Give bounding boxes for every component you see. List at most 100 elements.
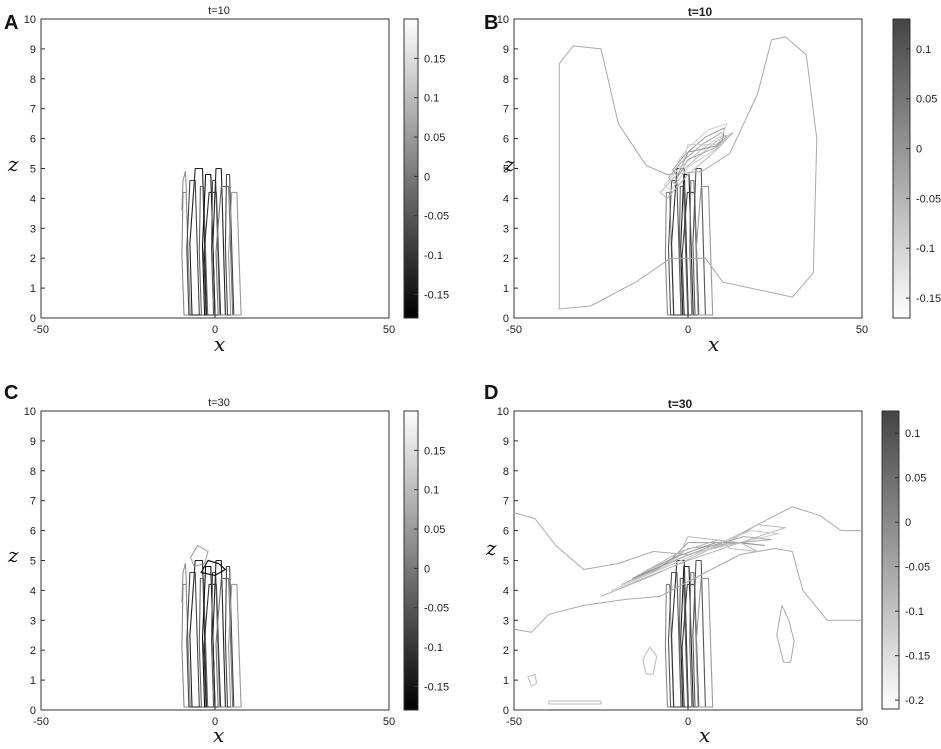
- panel-c-letter: C: [4, 382, 19, 404]
- panel-b-plot-frame: [513, 18, 863, 319]
- panel-b-contour-line-14: [676, 123, 728, 169]
- panel-b-contour-line-11: [663, 134, 731, 192]
- panel-a-cbar-tick-label-3: 0: [424, 171, 430, 183]
- panel-a-contour-line-11: [181, 171, 187, 211]
- panel-a-contour-line-10: [228, 191, 242, 316]
- panel-d-contour-line-12: [610, 530, 779, 591]
- panel-c-ytick-label-6: 6: [30, 526, 36, 538]
- panel-a-contours: [181, 167, 242, 316]
- panel-c-ytick-label-9: 9: [30, 436, 36, 448]
- panel-b-ytick-label-9: 9: [503, 44, 509, 56]
- panel-c-ytick-label-1: 1: [30, 675, 36, 687]
- panel-c-xtick-label-0: -50: [33, 716, 49, 728]
- panel-d-ytick-label-10: 10: [497, 406, 509, 418]
- panel-b-y-label: z: [504, 152, 515, 176]
- panel-b-ytick-label-10: 10: [497, 14, 509, 26]
- panel-d-colorbar: [881, 410, 900, 710]
- panel-a-ytick-label-1: 1: [30, 283, 36, 295]
- panel-a-y-label: z: [8, 152, 19, 176]
- panel-a-letter: A: [4, 12, 19, 34]
- panel-c-contour-line-12: [190, 545, 209, 567]
- panel-a-cbar-tick-label-0: 0.15: [424, 53, 445, 65]
- panel-a-ytick-label-0: 0: [30, 313, 36, 325]
- panel-d-contour-line-15: [642, 536, 759, 573]
- panel-a-cbar-tick-label-5: -0.1: [424, 250, 443, 262]
- panel-b-cbar-tick-label-4: -0.1: [916, 243, 935, 255]
- panel-c-cbar-tick-label-6: -0.15: [424, 681, 449, 693]
- panel-a-ytick-label-4: 4: [30, 193, 36, 205]
- panel-b-xtick-label-0: -50: [506, 324, 522, 336]
- panel-a-ytick-label-7: 7: [30, 104, 36, 116]
- panel-d-ytick-label-5: 5: [503, 556, 509, 568]
- panel-a-x-label: x: [214, 332, 226, 356]
- panel-d-title: t=30: [667, 397, 693, 411]
- panel-a-xtick-label-0: -50: [33, 324, 49, 336]
- panel-b-x-label: x: [708, 332, 720, 356]
- panel-b-ytick-label-5: 5: [503, 164, 509, 176]
- panel-c-contour-line-11: [181, 563, 187, 603]
- panel-c-cbar-tick-label-3: 0: [424, 563, 430, 575]
- panel-d-x-label: x: [699, 723, 711, 747]
- panel-d-y-label: z: [486, 536, 497, 560]
- panel-d-ytick-label-1: 1: [503, 675, 509, 687]
- panel-d-contour-line-19: [548, 700, 602, 705]
- panel-c-ytick-label-8: 8: [30, 466, 36, 478]
- panel-a-ytick-label-10: 10: [24, 14, 36, 26]
- panel-b-contour-line-9: [558, 36, 818, 310]
- panel-c-contours: [181, 545, 242, 708]
- panel-b-ytick-label-1: 1: [503, 283, 509, 295]
- panel-b-ytick-label-6: 6: [503, 134, 509, 146]
- panel-b-ytick-label-4: 4: [503, 193, 509, 205]
- panel-d-contour-line-18: [527, 673, 538, 687]
- panel-c-cbar-tick-label-2: 0.05: [424, 524, 445, 536]
- panel-b-cbar-tick-label-0: 0.1: [916, 44, 931, 56]
- panel-b-cbar-tick-label-3: -0.05: [916, 193, 941, 205]
- panel-c-cbar-tick-label-5: -0.1: [424, 642, 443, 654]
- panel-d-contour-line-17: [642, 646, 658, 675]
- panel-d-ytick-label-2: 2: [503, 645, 509, 657]
- panel-b-xtick-label-2: 50: [856, 324, 868, 336]
- panel-b-cbar-tick-label-5: -0.15: [916, 293, 941, 305]
- panel-b-xtick-label-1: 0: [685, 324, 691, 336]
- panel-c-xtick-label-1: 0: [212, 716, 218, 728]
- panel-d-ytick-label-4: 4: [503, 585, 509, 597]
- panel-a-title: t=10: [208, 5, 230, 17]
- panel-b-ytick-label-7: 7: [503, 104, 509, 116]
- panel-d-contour-line-10: [513, 548, 862, 633]
- panel-c-ytick-label-5: 5: [30, 556, 36, 568]
- panel-d-cbar-tick-label-6: -0.2: [905, 695, 924, 707]
- panel-d-ytick-label-3: 3: [503, 615, 509, 627]
- panel-c-ytick-label-2: 2: [30, 645, 36, 657]
- panel-b-title: t=10: [687, 5, 713, 19]
- panel-a-cbar-tick-label-1: 0.1: [424, 93, 439, 105]
- panel-c-plot-frame: [40, 410, 390, 711]
- panel-d-ytick-label-0: 0: [503, 705, 509, 717]
- panel-a-ytick-label-3: 3: [30, 223, 36, 235]
- panel-b-letter: B: [484, 12, 499, 34]
- panel-c-contour-line-10: [228, 583, 242, 708]
- panel-d-ytick-label-6: 6: [503, 526, 509, 538]
- panel-c-ytick-label-0: 0: [30, 705, 36, 717]
- panel-b-contour-line-8: [695, 185, 714, 316]
- panel-c-ytick-label-4: 4: [30, 585, 36, 597]
- panel-a-xtick-label-1: 0: [212, 324, 218, 336]
- panel-a-ytick-label-5: 5: [30, 164, 36, 176]
- panel-d-cbar-tick-label-4: -0.1: [905, 606, 924, 618]
- panel-d-contour-line-8: [695, 577, 714, 708]
- panel-c-contour-line-13: [200, 559, 226, 576]
- panel-a-ytick-label-9: 9: [30, 44, 36, 56]
- panel-d-contour-line-11: [600, 524, 786, 597]
- panel-a-colorbar: [403, 18, 419, 319]
- panel-d-cbar-tick-label-5: -0.15: [905, 651, 930, 663]
- panel-a-cbar-tick-label-6: -0.15: [424, 289, 449, 301]
- panel-c-x-label: x: [213, 723, 225, 747]
- panel-b-ytick-label-3: 3: [503, 223, 509, 235]
- panel-a-ytick-label-2: 2: [30, 253, 36, 265]
- panel-c-y-label: z: [8, 543, 19, 567]
- panel-c-ytick-label-7: 7: [30, 496, 36, 508]
- panel-b-colorbar: [892, 18, 911, 319]
- panel-d-ytick-label-8: 8: [503, 466, 509, 478]
